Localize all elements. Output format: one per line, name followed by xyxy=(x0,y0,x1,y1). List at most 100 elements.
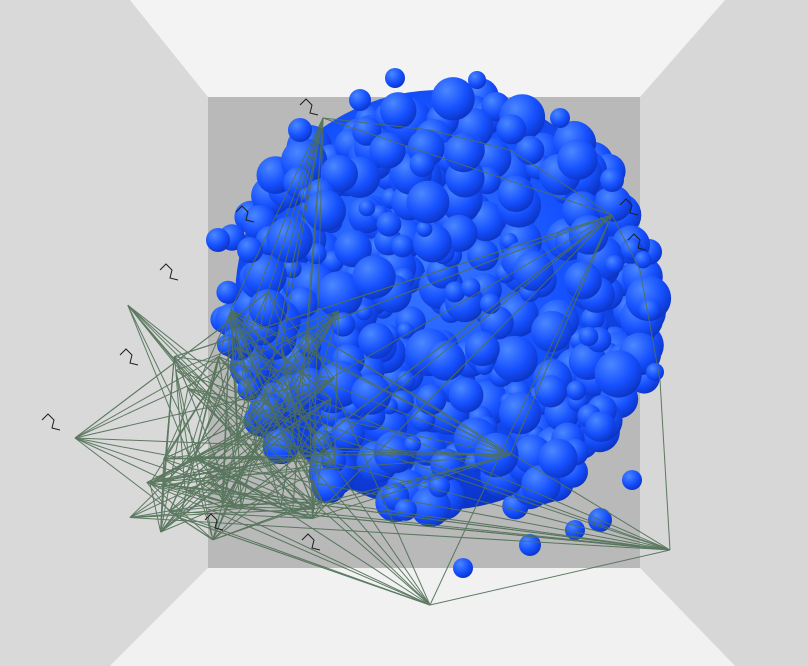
surface-bump xyxy=(415,384,447,415)
network-edge xyxy=(229,312,431,606)
network-edge xyxy=(127,304,294,511)
network-edge xyxy=(149,214,613,484)
surface-bump xyxy=(498,392,542,435)
surface-bump xyxy=(622,470,642,490)
network-edge xyxy=(333,450,511,456)
network-edge xyxy=(175,370,186,490)
network-edge xyxy=(307,117,324,331)
network-edge xyxy=(74,437,431,606)
surface-bump xyxy=(288,118,312,142)
network-edge xyxy=(160,398,332,533)
network-edge xyxy=(230,311,511,456)
surface-bump xyxy=(557,139,598,180)
network-edge xyxy=(267,291,335,452)
surface-bump xyxy=(266,216,313,263)
network-edge xyxy=(292,454,511,511)
network-edge xyxy=(175,370,196,457)
network-edge xyxy=(334,462,671,551)
network-edge xyxy=(74,291,269,439)
surface-bump xyxy=(594,350,642,398)
surface-bump xyxy=(479,293,501,315)
network-edge xyxy=(174,356,335,379)
network-edge xyxy=(334,310,339,464)
surface-bump xyxy=(358,199,376,217)
surface-bump xyxy=(331,417,365,451)
network-edge xyxy=(234,346,332,400)
surface-bump xyxy=(461,277,481,298)
network-edge xyxy=(162,454,318,487)
surface-bump xyxy=(425,340,466,381)
surface-bump xyxy=(496,114,527,145)
surface-bump xyxy=(206,228,230,252)
surface-bump xyxy=(565,520,585,540)
network-edge xyxy=(188,455,315,510)
network-edge xyxy=(280,330,309,508)
molecular-surface[interactable] xyxy=(206,68,672,578)
network-edge xyxy=(173,356,259,431)
network-edge xyxy=(74,437,313,519)
surface-bump xyxy=(409,151,435,177)
network-edge xyxy=(146,482,431,606)
surface-bump xyxy=(534,375,567,408)
network-edge xyxy=(160,388,189,533)
network-edge xyxy=(149,482,162,533)
network-edge xyxy=(175,369,671,551)
network-edge xyxy=(149,482,671,551)
network-edge xyxy=(173,356,315,510)
surface-bump xyxy=(531,310,573,352)
surface-bump xyxy=(467,239,499,271)
surface-bump xyxy=(550,108,570,128)
network-edge xyxy=(230,309,282,508)
surface-bump xyxy=(385,68,405,88)
network-edge xyxy=(233,214,613,506)
network-edge xyxy=(163,454,318,460)
network-edge xyxy=(322,501,671,551)
network-edge xyxy=(429,214,613,606)
surface-bump xyxy=(444,133,483,173)
network-edge xyxy=(257,117,324,431)
network-edge xyxy=(280,346,316,510)
surface-bump xyxy=(358,322,395,359)
surface-bump xyxy=(428,475,451,498)
surface-bump xyxy=(563,261,602,300)
network-edge xyxy=(184,488,224,503)
network-edge xyxy=(74,437,181,519)
network-edge xyxy=(146,450,335,483)
network-edge xyxy=(129,501,224,518)
network-edge xyxy=(188,356,220,456)
surface-bump xyxy=(397,322,414,339)
ligand-fragment xyxy=(619,198,639,216)
network-edge xyxy=(146,482,223,507)
network-edge xyxy=(160,356,175,533)
network-edge xyxy=(267,117,324,293)
network-edge xyxy=(207,481,235,506)
surface-bump xyxy=(379,92,417,129)
network-edge xyxy=(659,379,671,551)
network-edge xyxy=(230,309,259,459)
surface-bump xyxy=(634,251,652,269)
ligand-fragment xyxy=(301,533,321,551)
ligand-fragment xyxy=(299,98,319,116)
network-edge xyxy=(611,214,641,271)
network-edge xyxy=(160,377,335,533)
surface-bump xyxy=(243,253,287,298)
network-edge xyxy=(280,117,324,347)
network-edge xyxy=(267,291,335,379)
surface-bump xyxy=(605,255,624,274)
surface-bump xyxy=(566,380,586,401)
network-edge xyxy=(236,291,269,436)
network-edge xyxy=(280,346,318,455)
network-edge xyxy=(509,149,613,216)
surface-bump xyxy=(305,243,327,264)
network-edge xyxy=(311,214,613,519)
surface-bump xyxy=(448,377,484,413)
network-edge xyxy=(229,311,332,399)
floor xyxy=(110,568,735,666)
network-edge xyxy=(235,346,511,456)
network-edge xyxy=(218,356,431,606)
surface-bump xyxy=(431,77,475,121)
network-edge xyxy=(212,509,293,541)
network-edge xyxy=(241,462,335,509)
